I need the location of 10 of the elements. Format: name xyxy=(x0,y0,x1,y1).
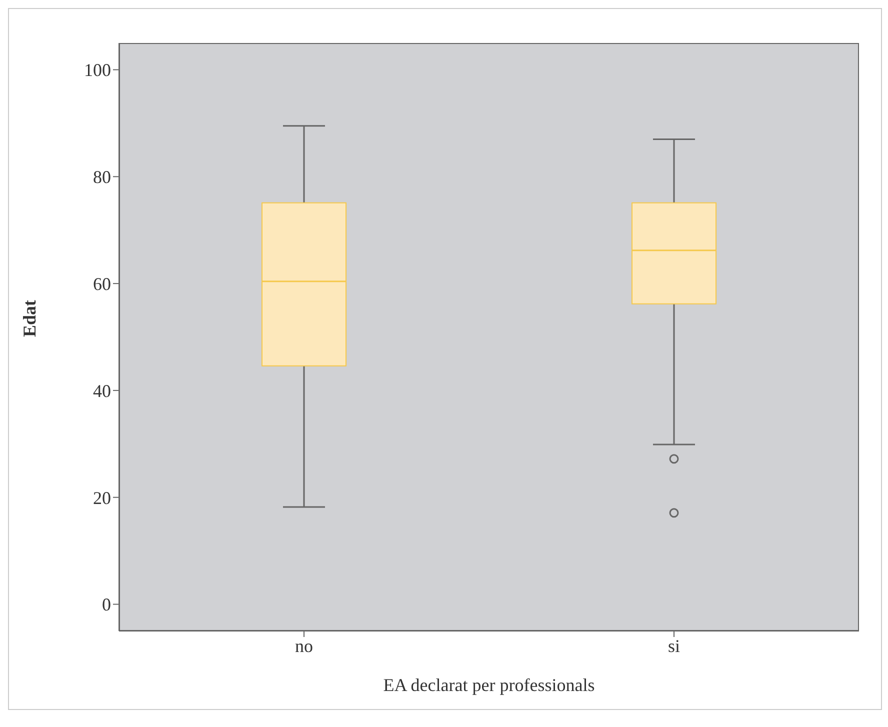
y-tick-label: 100 xyxy=(84,60,111,80)
y-tick-label: 40 xyxy=(93,380,111,401)
x-axis-title: EA declarat per professionals xyxy=(383,675,595,695)
y-tick-label: 0 xyxy=(102,594,111,615)
x-tick-label: si xyxy=(668,636,680,656)
x-tick-label: no xyxy=(295,636,313,656)
y-tick-label: 60 xyxy=(93,274,111,294)
y-tick-label: 80 xyxy=(93,167,111,188)
y-tick-label: 20 xyxy=(93,488,111,508)
y-axis-title: Edat xyxy=(19,300,40,337)
